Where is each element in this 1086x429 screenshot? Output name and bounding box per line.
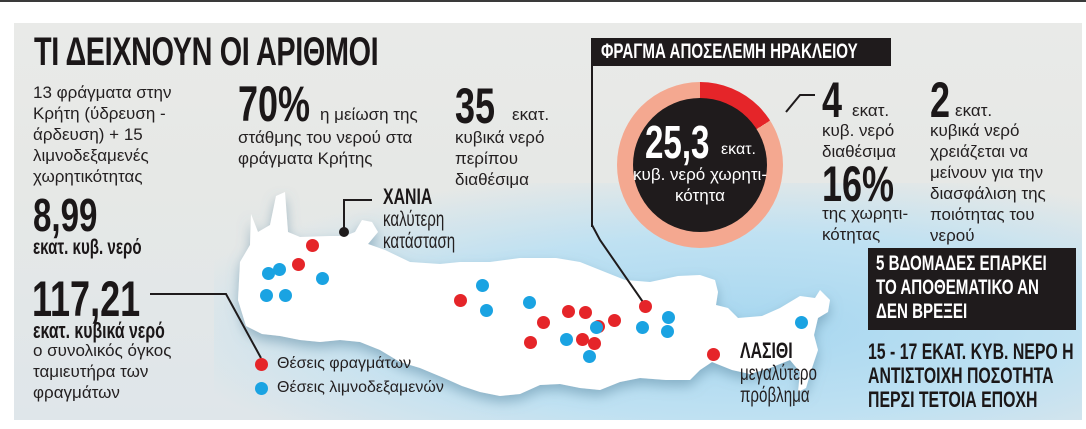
reservoir-marker-icon [260,289,273,302]
total-callout-line [150,293,262,359]
chania-name: ΧΑΝΙΑ [383,184,433,209]
dam-marker-icon [292,258,305,271]
reservoir-marker-icon [583,350,596,363]
dam-marker-icon [608,314,621,327]
reservoir-marker-icon [476,279,489,292]
page-title: ΤΙ ΔΕΙΧΝΟΥΝ ΟΙ ΑΡΙΘΜΟΙ [34,30,379,74]
reservoir-marker-icon [273,263,286,276]
dam-capacity-unit: εκατ. [721,141,756,158]
available-total-desc: κυβικά νερό περίπου διαθέσιμα [455,128,545,189]
weeks-box: 5 ΒΔΟΜΑΔΕΣ ΕΠΑΡΚΕΙ ΤΟ ΑΠΟΘΕΜΑΤΙΚΟ ΑΝ ΔΕΝ… [868,248,1076,330]
dam-available-unit: εκατ. [852,101,890,120]
chania-callout-line [343,199,372,232]
dam-capacity-value: 25,3 [645,116,710,168]
total-volume-desc: ο συνολικός όγκος ταμιευτήρα των φραγμάτ… [33,341,172,402]
reservoir-marker-icon [662,311,675,324]
map-legend: Θέσεις φραγμάτων Θέσεις λιμνοδεξαμενών [255,352,444,400]
red-dot-icon [255,357,268,371]
total-volume-unit: εκατ. κυβικά νερό [33,318,165,343]
reduction-inline-text: η μείωση της [320,105,418,124]
dam-marker-icon [524,336,537,349]
legend-item-dams: Θέσεις φραγμάτων [255,352,444,376]
reservoir-marker-icon [279,289,292,302]
dam-percent-desc: της χωρητι- κότητας [822,204,909,244]
dam-capacity-desc: κυβ. νερό χωρητι- κότητα [633,165,767,205]
required-desc: κυβικά νερό χρειάζεται να μείνουν για τη… [930,121,1046,245]
legend-label-dams: Θέσεις φραγμάτων [277,355,412,372]
chania-desc: καλύτερη κατάσταση [383,208,456,253]
dam-marker-icon [306,239,319,252]
aposelemis-callout-line [591,224,646,306]
available-total-unit: εκατ. [512,105,550,124]
reservoir-marker-icon [262,267,275,280]
dam-header-box: ΦΡΑΓΜΑ ΑΠΟΣΕΛΕΜΗ ΗΡΑΚΛΕΙΟΥ [591,38,891,66]
legend-label-reservoirs: Θέσεις λιμνοδεξαμενών [277,379,444,396]
dam-marker-icon [537,316,550,329]
available-callout-line [785,94,815,113]
chania-label: ΧΑΝΙΑ καλύτερη κατάσταση [383,186,503,253]
donut-center: 25,3 εκατ. κυβ. νερό χωρητι- κότητα [633,98,767,232]
dam-marker-icon [576,333,589,346]
legend-item-reservoirs: Θέσεις λιμνοδεξαμενών [255,376,444,400]
dam-marker-icon [579,306,592,319]
intro-text: 13 φράγματα στην Κρήτη (ύδρευση - άρδευσ… [33,83,172,186]
dam-capacity-donut: 25,3 εκατ. κυβ. νερό χωρητι- κότητα [617,82,783,248]
reservoir-marker-icon [316,272,329,285]
dam-percent-value: 16% [822,156,895,212]
dam-marker-icon [707,348,720,361]
reservoir-marker-icon [661,325,674,338]
reservoir-marker-icon [480,304,493,317]
weeks-text: 5 ΒΔΟΜΑΔΕΣ ΕΠΑΡΚΕΙ ΤΟ ΑΠΟΘΕΜΑΤΙΚΟ ΑΝ ΔΕΝ… [876,252,1047,323]
reservoir-marker-icon [523,296,536,309]
reduction-desc: στάθμης του νερού στα φράγματα Κρήτης [238,128,413,168]
reduction-value: 70% [238,76,311,132]
required-unit: εκατ. [955,101,993,120]
dam-marker-icon [562,305,575,318]
available-total-value: 35 [455,78,496,134]
dam-marker-icon [454,294,467,307]
total-volume-value: 117,21 [32,271,141,327]
reservoir-marker-icon [590,321,603,334]
dam-marker-icon [639,300,652,313]
crete-island-shape [238,192,830,396]
reservoir-marker-icon [636,321,649,334]
lasithi-desc: μεγαλύτερο πρόβλημα [740,362,817,407]
last-year-note: 15 - 17 ΕΚΑΤ. ΚΥΒ. ΝΕΡΟ Η ΑΝΤΙΣΤΟΙΧΗ ΠΟΣ… [868,339,1074,412]
chania-marker-icon [339,227,349,237]
dam-box-frame [591,62,593,227]
capacity-unit: εκατ. κυβ. νερό [33,236,142,259]
dam-header-title: ΦΡΑΓΜΑ ΑΠΟΣΕΛΕΜΗ ΗΡΑΚΛΕΙΟΥ [601,40,858,63]
capacity-value: 8,99 [33,189,98,241]
dam-available-value: 4 [822,72,843,128]
dam-available-desc: κυβ. νερό διαθέσιμα [822,121,896,161]
reservoir-marker-icon [795,316,808,329]
dam-marker-icon [588,337,601,350]
blue-dot-icon [255,381,268,395]
lasithi-label: ΛΑΣΙΘΙ μεγαλύτερο πρόβλημα [740,340,870,407]
lasithi-name: ΛΑΣΙΘΙ [740,338,793,363]
required-value: 2 [930,72,951,128]
top-rule [0,0,1086,2]
reservoir-marker-icon [560,333,573,346]
